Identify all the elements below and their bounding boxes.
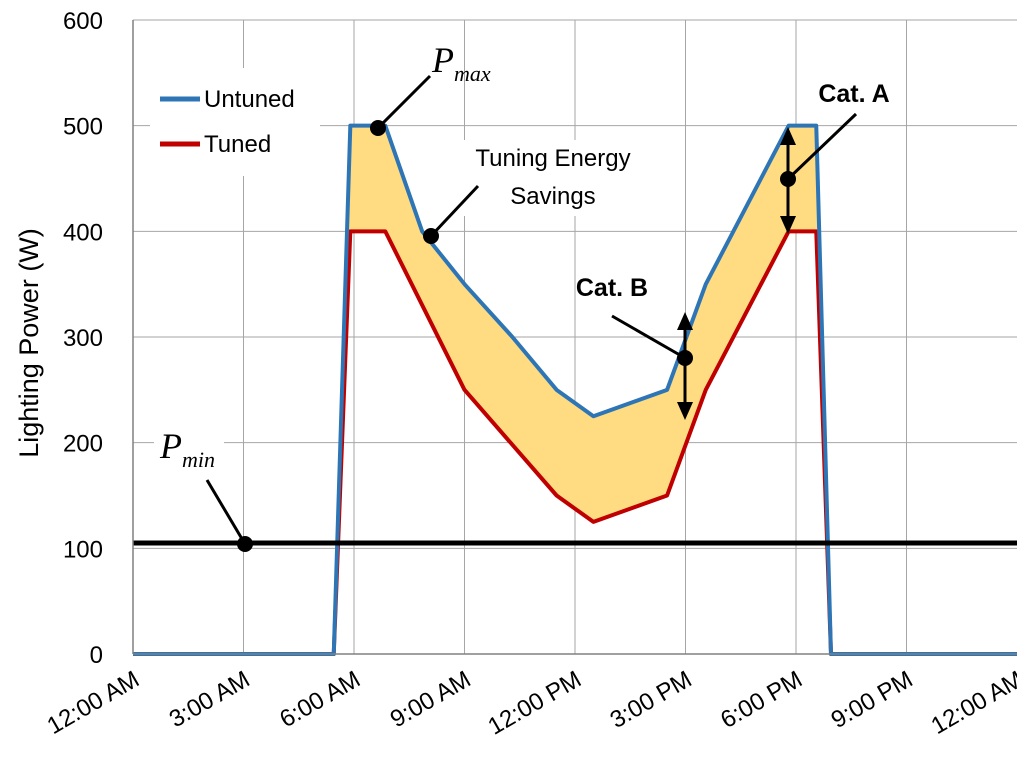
y-tick-label: 600	[63, 8, 103, 35]
x-tick-label: 9:00 AM	[386, 666, 476, 733]
legend: Untuned Tuned	[150, 68, 320, 176]
y-tick-label: 100	[63, 536, 103, 563]
series-line-untuned	[133, 123, 1017, 656]
cat-b-label: Cat. B	[576, 274, 648, 302]
cat-a-leader	[786, 112, 858, 181]
savings-leader	[429, 184, 480, 238]
x-tick-label: 12:00 AM	[43, 666, 144, 740]
savings-label-backdrop	[448, 140, 658, 216]
p-min-dot	[237, 536, 253, 552]
p-min-leader	[205, 479, 247, 545]
x-tick-label: 6:00 PM	[716, 666, 807, 734]
savings-label-line1: Tuning Energy	[475, 145, 630, 172]
x-tick-label: 12:00 PM	[484, 666, 586, 741]
x-tick-label: 3:00 AM	[165, 666, 255, 733]
x-tick-label: 9:00 PM	[827, 666, 918, 734]
annotation-p-min: Pmin	[154, 426, 253, 552]
x-tick-label: 3:00 PM	[606, 666, 697, 734]
cat-b-arrowhead-bottom	[677, 402, 693, 420]
p-max-label: Pmax	[431, 40, 491, 86]
cat-a-label: Cat. A	[818, 80, 889, 108]
annotation-cat-a: Cat. A	[780, 74, 904, 234]
legend-label-untuned: Untuned	[204, 86, 295, 113]
series-layer	[133, 123, 1017, 656]
series-line-tuned	[133, 229, 1017, 656]
y-axis-label: Lighting Power (W)	[14, 228, 44, 458]
cat-a-arrowhead-top	[780, 127, 796, 145]
cat-a-arrowhead-bottom	[780, 216, 796, 234]
annotation-p-max: Pmax	[370, 40, 491, 136]
cat-a-dot	[780, 171, 796, 187]
p-min-label: Pmin	[159, 426, 215, 472]
cat-b-leader	[611, 314, 686, 360]
x-tick-label: 6:00 AM	[275, 666, 365, 733]
p-min-label-backdrop	[154, 430, 224, 470]
savings-dot	[423, 228, 439, 244]
p-max-leader	[376, 74, 432, 130]
cat-b-arrowhead-top	[677, 312, 693, 330]
y-tick-label: 300	[63, 325, 103, 352]
cat-a-label-backdrop	[804, 74, 904, 110]
y-tick-label: 500	[63, 114, 103, 141]
legend-box	[150, 68, 320, 176]
annotation-cat-b: Cat. B	[576, 274, 693, 420]
cat-b-dot	[677, 350, 693, 366]
x-tick-label: 12:00 AM	[927, 666, 1017, 740]
y-tick-label: 0	[90, 642, 103, 669]
y-tick-label: 400	[63, 219, 103, 246]
p-max-dot	[370, 120, 386, 136]
annotation-savings: Tuning Energy Savings	[423, 140, 658, 244]
y-tick-label: 200	[63, 431, 103, 458]
savings-label-line2: Savings	[510, 183, 595, 210]
legend-label-tuned: Tuned	[204, 131, 271, 158]
